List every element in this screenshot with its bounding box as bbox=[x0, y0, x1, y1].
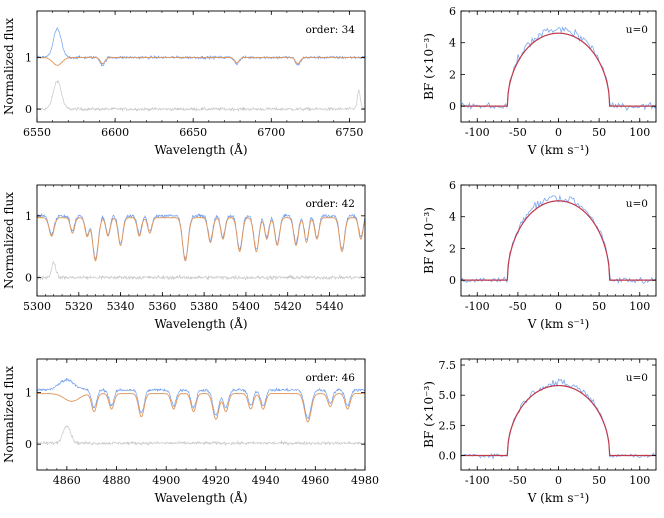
y-tick-label: 2 bbox=[449, 68, 456, 81]
y-tick-label: 6 bbox=[449, 5, 456, 18]
x-tick-label: 4940 bbox=[252, 474, 280, 487]
order-annotation: order: 46 bbox=[305, 372, 355, 384]
spectrum-panel-2: 4860 4880 4900 4920 4940 4960 4980 0 1 order: 46 W… bbox=[2, 358, 379, 505]
x-tick-label: -50 bbox=[509, 474, 527, 487]
spectrum-panel-1: 5300 5320 5340 5360 5380 5400 5420 5440 0 1 order:… bbox=[2, 184, 366, 331]
x-tick-label: 5380 bbox=[190, 300, 218, 313]
y-axis-label: BF (×10⁻³) bbox=[422, 381, 436, 448]
y-tick-label: 7.5 bbox=[439, 359, 457, 372]
y-axis-label: BF (×10⁻³) bbox=[422, 33, 436, 100]
x-tick-label: 5360 bbox=[148, 300, 176, 313]
order-annotation: order: 34 bbox=[305, 24, 355, 36]
series-model-line bbox=[37, 392, 365, 423]
x-tick-label: 4860 bbox=[53, 474, 81, 487]
y-tick-label: 0 bbox=[449, 274, 456, 287]
x-tick-label: 4980 bbox=[351, 474, 379, 487]
x-tick-label: 5320 bbox=[65, 300, 93, 313]
y-axis-label: Normalized flux bbox=[2, 366, 16, 463]
x-tick-label: 6600 bbox=[101, 126, 129, 139]
x-tick-label: 0 bbox=[555, 474, 562, 487]
y-tick-label: 1 bbox=[25, 210, 32, 223]
x-tick-label: -100 bbox=[465, 300, 490, 313]
y-tick-label: 0 bbox=[449, 100, 456, 113]
axes-frame bbox=[36, 184, 366, 297]
x-tick-label: 6550 bbox=[23, 126, 51, 139]
y-tick-label: 6 bbox=[449, 179, 456, 192]
axes-frame bbox=[460, 184, 657, 297]
u-annotation: u=0 bbox=[626, 24, 648, 36]
u-annotation: u=0 bbox=[626, 372, 648, 384]
series-fit-line bbox=[461, 200, 656, 281]
axes-frame bbox=[460, 10, 657, 123]
x-tick-label: -50 bbox=[509, 126, 527, 139]
x-tick-label: -100 bbox=[465, 126, 490, 139]
spectrum-panel-0: 6550 6600 6650 6700 6750 0 1 order: 34 Wavelengt… bbox=[2, 10, 366, 157]
x-tick-label: 5300 bbox=[23, 300, 51, 313]
x-tick-label: 6700 bbox=[257, 126, 285, 139]
y-tick-label: 1 bbox=[25, 51, 32, 64]
series-observed-line bbox=[461, 194, 656, 285]
series-observed-line bbox=[37, 377, 365, 419]
x-tick-label: 4880 bbox=[103, 474, 131, 487]
x-axis-label: V (km s⁻¹) bbox=[527, 143, 590, 157]
series-fit-line bbox=[461, 32, 656, 107]
x-tick-label: 5420 bbox=[274, 300, 302, 313]
y-tick-label: 2 bbox=[449, 242, 456, 255]
x-tick-label: 4920 bbox=[202, 474, 230, 487]
x-tick-label: 0 bbox=[555, 126, 562, 139]
series-observed-line bbox=[461, 26, 656, 112]
x-tick-label: 5440 bbox=[315, 300, 343, 313]
series-model-line bbox=[37, 217, 365, 262]
x-tick-label: -50 bbox=[509, 300, 527, 313]
axes-frame bbox=[460, 358, 657, 471]
order-annotation: order: 42 bbox=[305, 198, 355, 210]
x-tick-label: 50 bbox=[592, 126, 606, 139]
y-tick-label: 0 bbox=[25, 272, 32, 285]
x-tick-label: 50 bbox=[592, 300, 606, 313]
x-tick-label: 5400 bbox=[232, 300, 260, 313]
axes-frame bbox=[36, 10, 366, 123]
bf-panel-1: -100 -50 0 50 100 0 2 4 6 u=0 V (km s⁻¹) BF (×10⁻³) bbox=[422, 179, 657, 331]
x-tick-label: 100 bbox=[629, 126, 650, 139]
y-tick-label: 1 bbox=[25, 387, 32, 400]
x-tick-label: 0 bbox=[555, 300, 562, 313]
y-tick-label: 5.0 bbox=[439, 389, 457, 402]
x-axis-label: V (km s⁻¹) bbox=[527, 317, 590, 331]
y-tick-label: 4 bbox=[449, 211, 456, 224]
series-residual-line bbox=[37, 80, 365, 112]
series-residual-line bbox=[37, 261, 365, 281]
bf-panel-2: -100 -50 0 50 100 0.0 2.5 5.0 7.5 u=0 V (km s⁻¹) BF… bbox=[422, 358, 657, 505]
y-tick-label: 4 bbox=[449, 37, 456, 50]
u-annotation: u=0 bbox=[626, 198, 648, 210]
y-axis-label: Normalized flux bbox=[2, 18, 16, 115]
series-fit-line bbox=[461, 384, 656, 457]
axes-frame bbox=[36, 358, 366, 471]
x-tick-label: -100 bbox=[465, 474, 490, 487]
x-axis-label: Wavelength (Å) bbox=[154, 316, 247, 331]
x-tick-label: 100 bbox=[629, 474, 650, 487]
y-axis-label: Normalized flux bbox=[2, 192, 16, 289]
y-tick-label: 0 bbox=[25, 438, 32, 451]
series-model-line bbox=[37, 56, 365, 66]
x-tick-label: 6650 bbox=[179, 126, 207, 139]
x-tick-label: 4900 bbox=[152, 474, 180, 487]
x-tick-label: 100 bbox=[629, 300, 650, 313]
series-observed-line bbox=[461, 378, 656, 460]
y-tick-label: 0 bbox=[25, 103, 32, 116]
x-axis-label: Wavelength (Å) bbox=[154, 490, 247, 505]
y-tick-label: 0.0 bbox=[439, 450, 457, 463]
x-tick-label: 50 bbox=[592, 474, 606, 487]
x-axis-label: V (km s⁻¹) bbox=[527, 491, 590, 505]
series-residual-line bbox=[37, 425, 365, 446]
x-tick-label: 6750 bbox=[335, 126, 363, 139]
x-tick-label: 5340 bbox=[107, 300, 135, 313]
x-axis-label: Wavelength (Å) bbox=[154, 142, 247, 157]
y-tick-label: 2.5 bbox=[439, 419, 457, 432]
y-axis-label: BF (×10⁻³) bbox=[422, 207, 436, 274]
bf-panel-0: -100 -50 0 50 100 0 2 4 6 u=0 V (km s⁻¹) BF (×10⁻³) bbox=[422, 5, 657, 157]
x-tick-label: 4960 bbox=[301, 474, 329, 487]
